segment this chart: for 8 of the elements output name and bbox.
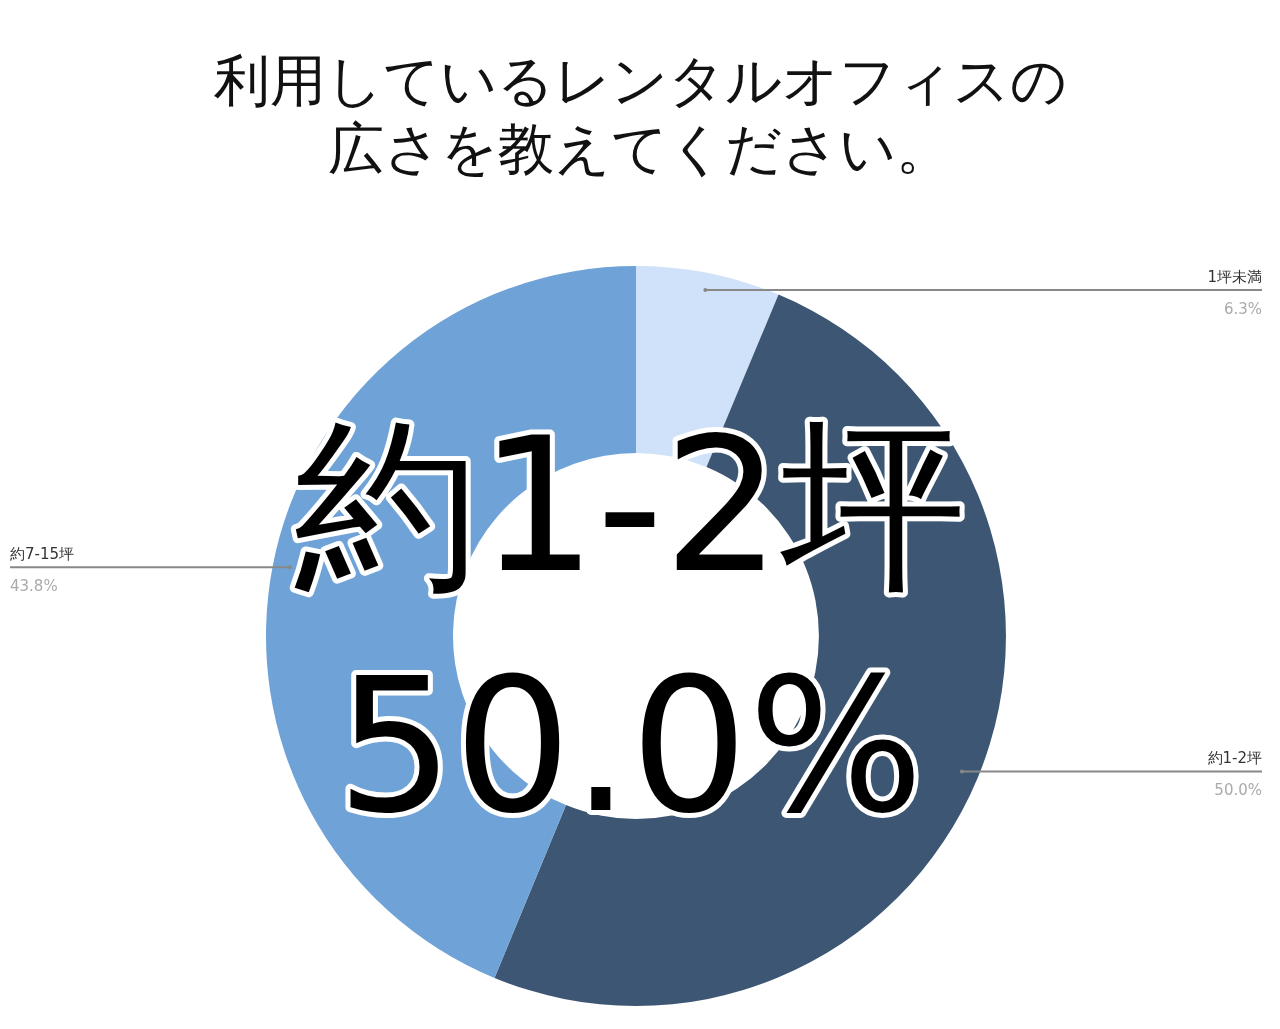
data-label: 50.0% [1214, 781, 1262, 800]
slice-label: 約7-15坪 [10, 545, 75, 564]
data-label: 43.8% [10, 577, 58, 596]
text: 約1-2坪 [293, 398, 967, 614]
slice-label: 約1-2坪 [1207, 749, 1262, 768]
slice-label: 1坪未満 [1207, 267, 1262, 286]
chart-title: 利用しているレンタルオフィスの広さを教えてください。 [213, 48, 1067, 181]
data-label: 6.3% [1223, 299, 1262, 318]
